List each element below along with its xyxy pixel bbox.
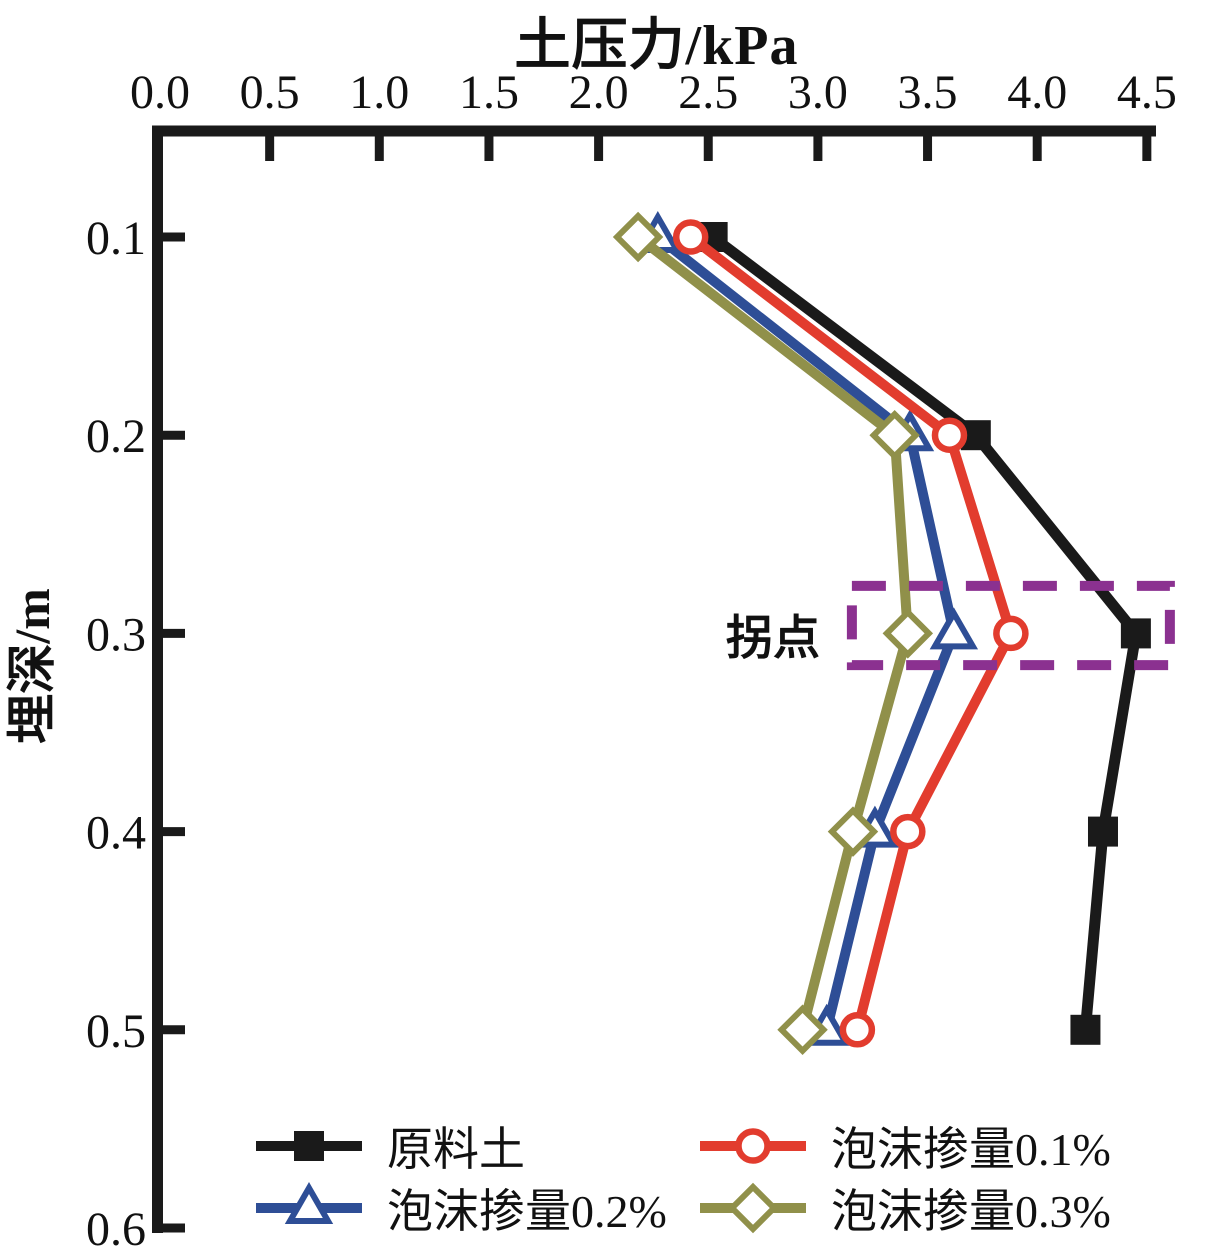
y-tick-label: 0.3 — [86, 608, 146, 661]
x-tick-label: 1.5 — [459, 66, 519, 119]
x-tick-label: 2.5 — [678, 66, 738, 119]
legend-label: 泡沫掺量0.2% — [387, 1186, 667, 1237]
inflection-box — [846, 580, 1175, 671]
y-tick-label: 0.5 — [86, 1005, 146, 1058]
diamond-marker-icon — [882, 608, 934, 659]
series-raw-soil — [697, 222, 1151, 1045]
y-tick-label: 0.1 — [86, 212, 146, 265]
square-marker-icon — [1087, 816, 1118, 847]
square-marker-icon — [294, 1131, 324, 1161]
legend-item-foam-0-3: 泡沫掺量0.3% — [697, 1177, 1173, 1239]
legend-item-foam-0-2: 泡沫掺量0.2% — [253, 1177, 697, 1239]
diamond-marker-icon — [727, 1182, 779, 1234]
diamond-marker-icon — [777, 1004, 828, 1056]
circle-marker-icon — [931, 417, 968, 453]
legend-label: 泡沫掺量0.3% — [831, 1186, 1111, 1237]
y-tick-label: 0.6 — [86, 1203, 146, 1252]
x-tick-label: 4.5 — [1117, 66, 1177, 119]
square-marker-icon — [1120, 618, 1151, 649]
diamond-marker-icon — [612, 211, 664, 263]
triangle-marker-icon — [284, 1181, 334, 1224]
legend-marker-foam-0-3 — [700, 1182, 806, 1234]
x-tick-label: 0.0 — [130, 66, 190, 119]
triangle-marker-icon — [929, 607, 979, 650]
diamond-marker-icon — [827, 806, 879, 857]
circle-marker-icon — [839, 1012, 876, 1048]
x-tick-label: 2.0 — [569, 66, 629, 119]
x-tick-label: 4.0 — [1007, 66, 1067, 119]
legend-item-raw-soil: 原料土 — [253, 1115, 697, 1177]
y-axis-title: 埋深/m — [4, 588, 60, 744]
series-foam-0-1 — [672, 219, 1029, 1048]
y-tick-label: 0.2 — [86, 410, 146, 463]
axes: 0.0 0.5 1.0 1.5 2.0 2.5 3.0 3.5 4.0 4.5 0.1 0.2 0.3 0… — [86, 66, 1177, 1252]
legend-label: 原料土 — [387, 1124, 525, 1175]
legend-marker-foam-0-2 — [256, 1181, 362, 1224]
diamond-marker-icon — [869, 409, 920, 461]
x-tick-label: 3.5 — [898, 66, 958, 119]
legend-marker-raw-soil — [256, 1131, 362, 1161]
y-tick-label: 0.4 — [86, 807, 146, 860]
circle-marker-icon — [735, 1128, 771, 1164]
legend-marker-foam-0-1 — [700, 1128, 806, 1164]
circle-marker-icon — [993, 615, 1029, 652]
legend: 原料土 泡沫掺量0.1% 泡沫掺量0.2% 泡沫掺量0.3% — [253, 1115, 1173, 1239]
square-marker-icon — [1070, 1014, 1101, 1045]
circle-marker-icon — [672, 219, 709, 255]
legend-item-foam-0-1: 泡沫掺量0.1% — [697, 1115, 1173, 1177]
series-foam-0-3 — [612, 211, 934, 1056]
inflection-annotation-label: 拐点 — [726, 613, 820, 665]
x-tick-label: 1.0 — [349, 66, 409, 119]
x-axis-title: 土压力/kPa — [514, 15, 799, 77]
x-tick-label: 0.5 — [240, 66, 300, 119]
circle-marker-icon — [890, 813, 926, 850]
x-tick-label: 3.0 — [788, 66, 848, 119]
legend-label: 泡沫掺量0.1% — [831, 1124, 1111, 1175]
